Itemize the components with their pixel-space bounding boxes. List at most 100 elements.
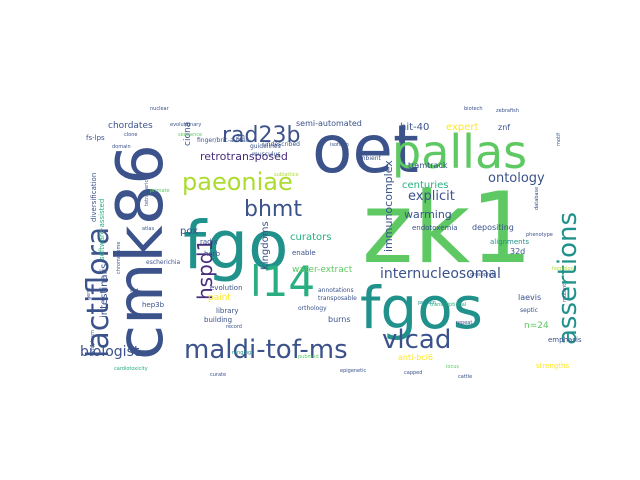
cloud-word: biologist bbox=[80, 344, 140, 360]
cloud-word: lactiflora bbox=[81, 227, 116, 358]
cloud-word: mutant bbox=[562, 284, 568, 302]
cloud-word: database bbox=[534, 187, 540, 210]
cloud-word: protein bbox=[418, 300, 436, 306]
cloud-word: escherichia bbox=[146, 259, 181, 266]
cloud-word: expert bbox=[446, 122, 479, 133]
cloud-word: depositing bbox=[472, 223, 514, 232]
cloud-word: kingdoms bbox=[260, 221, 271, 270]
cloud-word: cattle bbox=[458, 374, 472, 380]
cloud-word: ssd bbox=[130, 288, 138, 294]
cloud-word: ranging bbox=[232, 350, 251, 356]
cloud-word: cmk86 bbox=[104, 144, 178, 360]
cloud-word: chordates bbox=[108, 121, 153, 131]
cloud-word: alignments bbox=[490, 238, 529, 246]
cloud-word: pubmed bbox=[298, 354, 319, 360]
cloud-word: strengths bbox=[536, 362, 569, 370]
cloud-word: homolog bbox=[552, 266, 574, 272]
cloud-word: intestinalis bbox=[99, 264, 110, 318]
cloud-word: fgo bbox=[183, 207, 289, 284]
cloud-word: fs-lps bbox=[86, 134, 105, 142]
cloud-word: building bbox=[204, 316, 232, 324]
cloud-word: water-extract bbox=[292, 265, 353, 275]
cloud-word: paeoniae bbox=[182, 168, 293, 196]
cloud-word: finger/bric-a-brac bbox=[197, 137, 249, 144]
cloud-word: transcriptional bbox=[430, 302, 466, 308]
cloud-word: vlcad bbox=[382, 325, 451, 355]
cloud-word: tramtrack bbox=[408, 161, 448, 170]
cloud-word: biotech bbox=[464, 106, 483, 112]
cloud-word: explicit bbox=[408, 189, 455, 204]
cloud-word: tetrameric bbox=[144, 179, 150, 206]
cloud-word: chromosome bbox=[116, 242, 122, 274]
cloud-word: ambient bbox=[356, 155, 381, 162]
cloud-word: pallas bbox=[392, 125, 527, 179]
cloud-word: transposable bbox=[318, 295, 357, 302]
cloud-word: gene bbox=[86, 288, 92, 301]
cloud-word: motif bbox=[556, 133, 562, 146]
cloud-word: curators bbox=[290, 232, 331, 243]
cloud-word: annotations bbox=[318, 287, 354, 294]
cloud-word: paint bbox=[208, 293, 231, 303]
cloud-word: retrotransposed bbox=[200, 150, 288, 163]
cloud-word: znf bbox=[498, 123, 510, 132]
cloud-word: ontology bbox=[488, 171, 545, 186]
cloud-word: herb bbox=[204, 250, 221, 258]
cloud-word: clone bbox=[124, 132, 137, 138]
cloud-word: cardiotoxicity bbox=[114, 366, 148, 372]
cloud-word: diversification bbox=[90, 173, 98, 222]
cloud-word: pox bbox=[180, 226, 198, 237]
cloud-word: epigenetic bbox=[340, 368, 366, 374]
cloud-word: hep3b bbox=[142, 301, 165, 309]
cloud-word: atlas bbox=[142, 226, 154, 232]
cloud-word: zebrafish bbox=[496, 108, 519, 114]
cloud-word: ciona bbox=[183, 122, 193, 146]
cloud-word: septic bbox=[520, 307, 538, 314]
cloud-word: assertions bbox=[553, 212, 583, 345]
cloud-word: hspd1 bbox=[193, 239, 217, 300]
cloud-word: library bbox=[216, 307, 239, 315]
cloud-word: record bbox=[226, 324, 242, 330]
cloud-word: evolution bbox=[210, 284, 243, 292]
cloud-word: semi-automated bbox=[296, 119, 362, 128]
cloud-word: bhmt bbox=[244, 197, 302, 222]
cloud-word: software-assisted bbox=[98, 199, 106, 260]
cloud-word: nuclear bbox=[150, 106, 170, 112]
cloud-word: internucleosomal bbox=[380, 266, 501, 282]
cloud-word: locus bbox=[446, 364, 459, 370]
cloud-word: fgos bbox=[360, 274, 483, 342]
cloud-word: drosophila bbox=[470, 272, 496, 278]
cloud-word: orthology bbox=[298, 305, 327, 312]
cloud-word: oet bbox=[312, 111, 419, 188]
cloud-word: musculus bbox=[252, 151, 280, 158]
cloud-word: l14 bbox=[250, 257, 315, 306]
cloud-word: hit-40 bbox=[400, 122, 429, 133]
cloud-word: 32d bbox=[510, 247, 525, 256]
cloud-word: laevis bbox=[518, 293, 541, 302]
cloud-word: emphasis bbox=[548, 336, 582, 344]
cloud-word: burns bbox=[328, 315, 351, 324]
cloud-word: warming bbox=[404, 208, 452, 221]
cloud-word: zk1 bbox=[362, 172, 533, 286]
cloud-word: anti-bcl6 bbox=[398, 353, 433, 362]
cloud-word: capped bbox=[404, 370, 422, 376]
cloud-word: centuries bbox=[402, 180, 449, 191]
cloud-word: enable bbox=[292, 249, 316, 257]
cloud-word: rad23b bbox=[222, 123, 300, 148]
cloud-word: n=24 bbox=[524, 321, 549, 331]
cloud-word: sublattice bbox=[274, 172, 299, 178]
cloud-word: guidelines bbox=[250, 143, 281, 150]
cloud-word: primate bbox=[150, 188, 170, 194]
cloud-word: cytoplasm bbox=[90, 330, 96, 356]
cloud-word: repeat bbox=[456, 320, 472, 326]
cloud-word: undescribed bbox=[263, 141, 300, 148]
cloud-word: sequence bbox=[178, 132, 202, 138]
cloud-word: phenotype bbox=[526, 232, 553, 238]
cloud-word: curate bbox=[210, 372, 226, 378]
cloud-word: endotoxemia bbox=[412, 224, 458, 232]
cloud-word: radix bbox=[200, 238, 218, 246]
cloud-word: isoform bbox=[330, 142, 349, 148]
cloud-word: 2h bbox=[236, 133, 245, 141]
cloud-word: evolutionary bbox=[170, 122, 201, 128]
cloud-word: maldi-tof-ms bbox=[184, 335, 348, 365]
